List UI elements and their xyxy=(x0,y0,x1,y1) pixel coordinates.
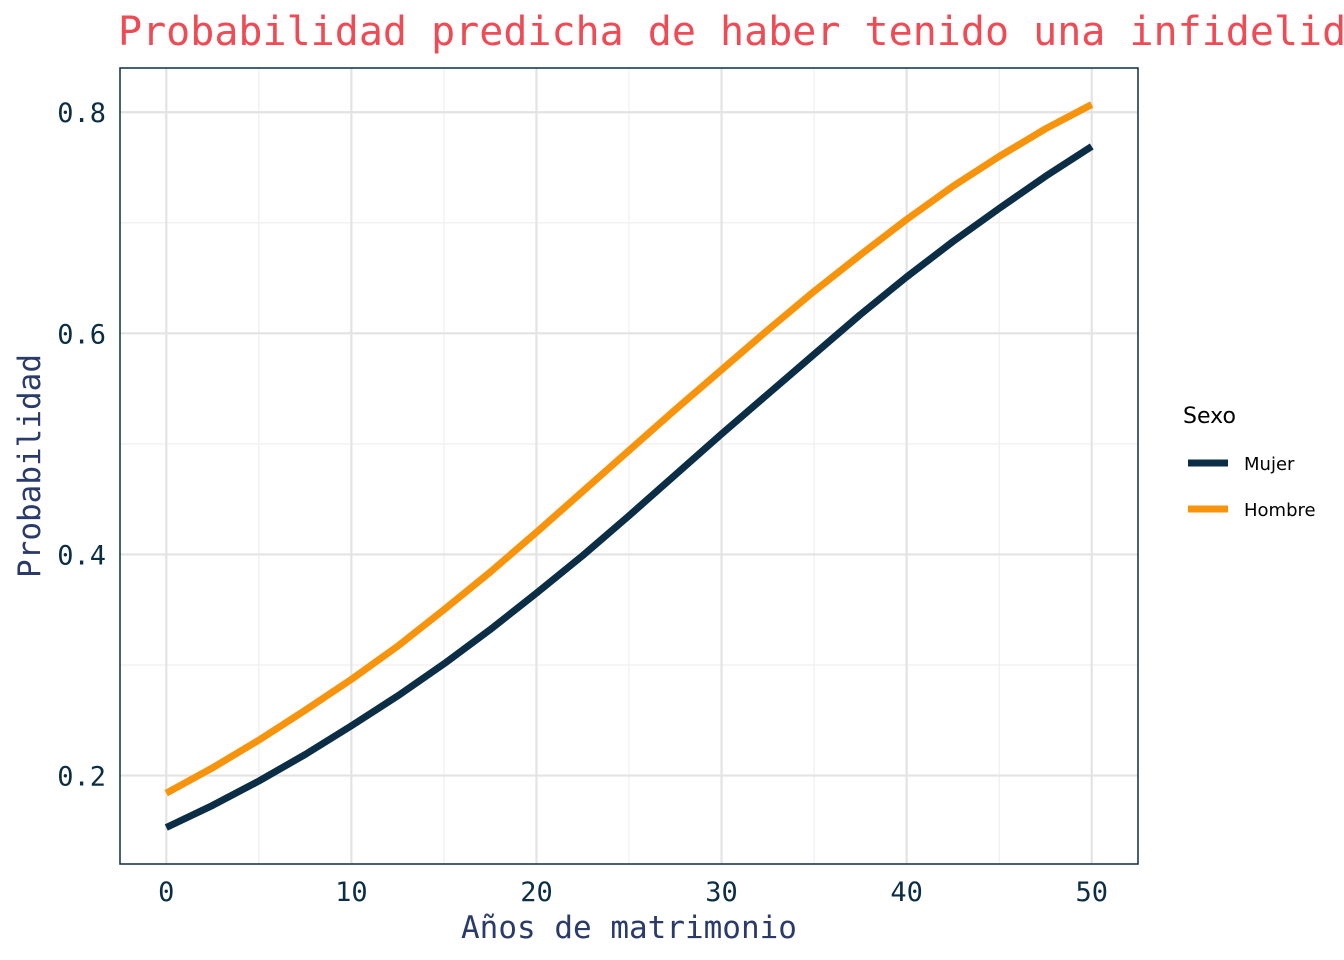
grid-minor xyxy=(120,68,1138,864)
series-line-hombre xyxy=(164,101,1094,797)
x-tick-label: 20 xyxy=(520,877,553,908)
y-axis-ticks: 0.2 0.4 0.6 0.8 xyxy=(57,98,106,792)
series-line-mujer xyxy=(164,143,1094,831)
y-axis-label: Probabilidad xyxy=(12,354,48,578)
y-tick-label: 0.8 xyxy=(57,98,106,129)
y-tick-label: 0.4 xyxy=(57,540,106,571)
x-tick-label: 40 xyxy=(890,877,923,908)
legend-title: Sexo xyxy=(1183,404,1236,429)
chart-title: Probabilidad predicha de haber tenido un… xyxy=(118,9,1344,55)
x-axis-ticks: 0 10 20 30 40 50 xyxy=(158,877,1108,908)
x-tick-label: 0 xyxy=(158,877,174,908)
x-tick-label: 30 xyxy=(705,877,738,908)
y-tick-label: 0.6 xyxy=(57,319,106,350)
grid-major xyxy=(120,68,1138,864)
legend-label-hombre: Hombre xyxy=(1244,500,1316,521)
x-tick-label: 10 xyxy=(335,877,368,908)
x-tick-label: 50 xyxy=(1075,877,1108,908)
legend: Sexo Mujer Hombre xyxy=(1183,404,1316,521)
y-tick-label: 0.2 xyxy=(57,762,106,793)
legend-label-mujer: Mujer xyxy=(1244,454,1295,475)
plot-panel-border xyxy=(119,67,1139,865)
series-lines xyxy=(164,101,1094,831)
x-axis-label: Años de matrimonio xyxy=(461,910,797,946)
